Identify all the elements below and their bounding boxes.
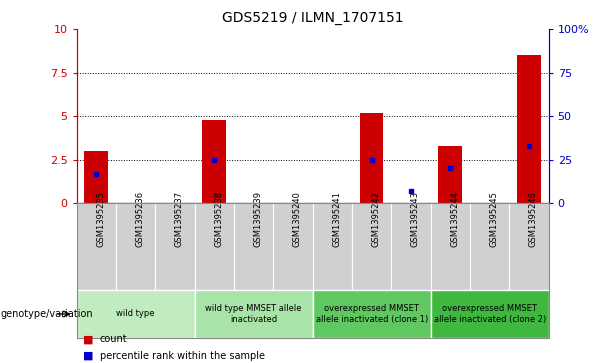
Text: GSM1395239: GSM1395239 (254, 191, 262, 247)
Text: genotype/variation: genotype/variation (1, 309, 93, 319)
Bar (85, 151, 108, 203)
Text: GSM1395242: GSM1395242 (371, 191, 381, 247)
Text: GSM1395244: GSM1395244 (451, 191, 459, 247)
Text: percentile rank within the sample: percentile rank within the sample (100, 351, 265, 361)
Text: GSM1395236: GSM1395236 (135, 191, 145, 247)
Bar (360, 113, 384, 203)
Text: wild type: wild type (116, 310, 155, 318)
Text: ■: ■ (83, 334, 93, 344)
Text: count: count (100, 334, 128, 344)
Text: GSM1395237: GSM1395237 (175, 191, 184, 247)
Text: wild type MMSET allele
inactivated: wild type MMSET allele inactivated (205, 304, 302, 324)
Bar (517, 55, 541, 203)
Text: GSM1395235: GSM1395235 (96, 191, 105, 247)
Text: GSM1395246: GSM1395246 (529, 191, 538, 247)
Text: GSM1395240: GSM1395240 (293, 191, 302, 247)
Text: GSM1395243: GSM1395243 (411, 191, 420, 247)
Bar (438, 146, 462, 203)
Title: GDS5219 / ILMN_1707151: GDS5219 / ILMN_1707151 (222, 11, 403, 25)
Text: GSM1395245: GSM1395245 (490, 191, 498, 247)
Text: overexpressed MMSET
allele inactivated (clone 2): overexpressed MMSET allele inactivated (… (433, 304, 546, 324)
Text: GSM1395238: GSM1395238 (215, 191, 223, 247)
Bar (202, 120, 226, 203)
Text: GSM1395241: GSM1395241 (332, 191, 341, 247)
Text: ■: ■ (83, 351, 93, 361)
Text: overexpressed MMSET
allele inactivated (clone 1): overexpressed MMSET allele inactivated (… (316, 304, 428, 324)
